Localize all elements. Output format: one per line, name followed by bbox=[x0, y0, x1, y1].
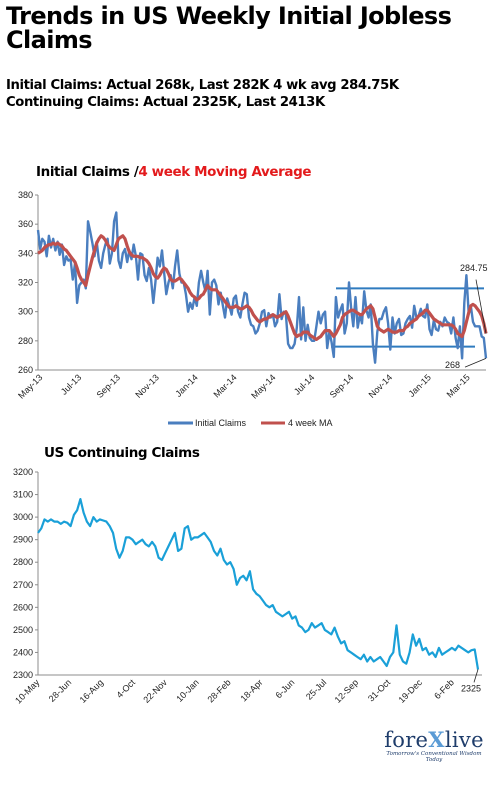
x-tick-label: Sep-13 bbox=[95, 372, 123, 400]
legend-label-moving-average: 4 week MA bbox=[288, 418, 333, 428]
x-tick-label: 10-May bbox=[13, 677, 42, 706]
x-tick-label: Jan-15 bbox=[406, 372, 433, 399]
annotation-leader-line bbox=[475, 279, 487, 334]
initial-claims-summary: Initial Claims: Actual 268k, Last 282K 4… bbox=[6, 78, 399, 93]
continuing-claims-chart-title: US Continuing Claims bbox=[44, 445, 200, 461]
annotation-ma-value: 284.75 bbox=[460, 263, 488, 273]
x-tick-label: 12-Sep bbox=[333, 677, 361, 705]
initial-claims-chart: 260 280 300 320 340 360 380 May-13 Jul-13 Sep-13 N… bbox=[16, 190, 488, 428]
x-tick-label: Nov-13 bbox=[133, 372, 161, 400]
y-tick-label: 3000 bbox=[13, 512, 33, 522]
page-title: Trends in US Weekly Initial Jobless Clai… bbox=[6, 2, 452, 54]
y-tick-label: 360 bbox=[18, 219, 33, 229]
initial-claims-title-part1: Initial Claims / bbox=[36, 164, 139, 180]
y-tick-label: 2700 bbox=[13, 580, 33, 590]
y-tick-label: 2400 bbox=[13, 647, 33, 657]
y-tick-label: 3200 bbox=[13, 467, 33, 477]
annotation-leader-line bbox=[464, 357, 487, 368]
x-tick-label: Mar-15 bbox=[445, 372, 472, 399]
y-tick-label: 2900 bbox=[13, 535, 33, 545]
x-tick-label: 22-Nov bbox=[141, 677, 169, 705]
annotation-actual-value: 268 bbox=[445, 360, 460, 370]
x-tick-label: 28-Feb bbox=[205, 677, 232, 704]
continuing-claims-chart: 2300 2400 2500 2600 2700 2800 2900 3000 3100 3200… bbox=[13, 467, 482, 706]
x-tick-label: 19-Dec bbox=[396, 677, 424, 705]
annotation-latest-value: 2325 bbox=[461, 683, 481, 693]
x-tick-label: Sep-14 bbox=[328, 372, 356, 400]
y-tick-label: 2600 bbox=[13, 602, 33, 612]
x-tick-label: Jul-13 bbox=[59, 372, 83, 396]
y-tick-label: 3100 bbox=[13, 490, 33, 500]
x-tick-label: Nov-14 bbox=[367, 372, 395, 400]
initial-claims-chart-title: Initial Claims /4 week Moving Average bbox=[36, 164, 312, 180]
x-tick-label: 16-Aug bbox=[78, 677, 106, 705]
y-tick-label: 300 bbox=[18, 307, 33, 317]
x-tick-label: 4-Oct bbox=[114, 677, 137, 700]
x-tick-label: 6-Jun bbox=[273, 677, 296, 700]
x-tick-label: Jul-14 bbox=[292, 372, 316, 396]
x-tick-label: Mar-14 bbox=[211, 372, 238, 399]
y-tick-label: 380 bbox=[18, 190, 33, 200]
moving-average-title-part2: 4 week Moving Average bbox=[138, 164, 312, 180]
continuing-claims-summary: Continuing Claims: Actual 2325K, Last 24… bbox=[6, 95, 325, 110]
x-tick-label: Jan-14 bbox=[173, 372, 200, 399]
y-tick-label: 2800 bbox=[13, 557, 33, 567]
logo-tagline: Tomorrow's Conventional Wisdom Today bbox=[386, 751, 482, 763]
y-tick-label: 2300 bbox=[13, 670, 33, 680]
y-tick-label: 2500 bbox=[13, 625, 33, 635]
moving-average-line bbox=[37, 234, 488, 341]
x-tick-label: 25-Jul bbox=[304, 677, 328, 701]
forexlive-logo: foreXlive Tomorrow's Conventional Wisdom… bbox=[378, 727, 490, 763]
annotation-leader-line bbox=[473, 669, 479, 683]
logo-wordmark: foreXlive bbox=[384, 727, 484, 752]
y-tick-label: 280 bbox=[18, 336, 33, 346]
x-tick-label: May-14 bbox=[249, 372, 277, 400]
x-tick-label: 18-Apr bbox=[238, 677, 264, 703]
x-tick-label: 10-Jan bbox=[174, 677, 201, 704]
legend-label-initial-claims: Initial Claims bbox=[195, 418, 247, 428]
x-tick-label: May-13 bbox=[16, 372, 44, 400]
x-tick-label: 28-Jun bbox=[47, 677, 74, 704]
y-tick-label: 260 bbox=[18, 365, 33, 375]
x-tick-label: 6-Feb bbox=[432, 677, 456, 701]
x-tick-label: 31-Oct bbox=[366, 677, 393, 704]
continuing-claims-line bbox=[37, 497, 480, 670]
y-tick-label: 340 bbox=[18, 248, 33, 258]
y-tick-label: 320 bbox=[18, 278, 33, 288]
